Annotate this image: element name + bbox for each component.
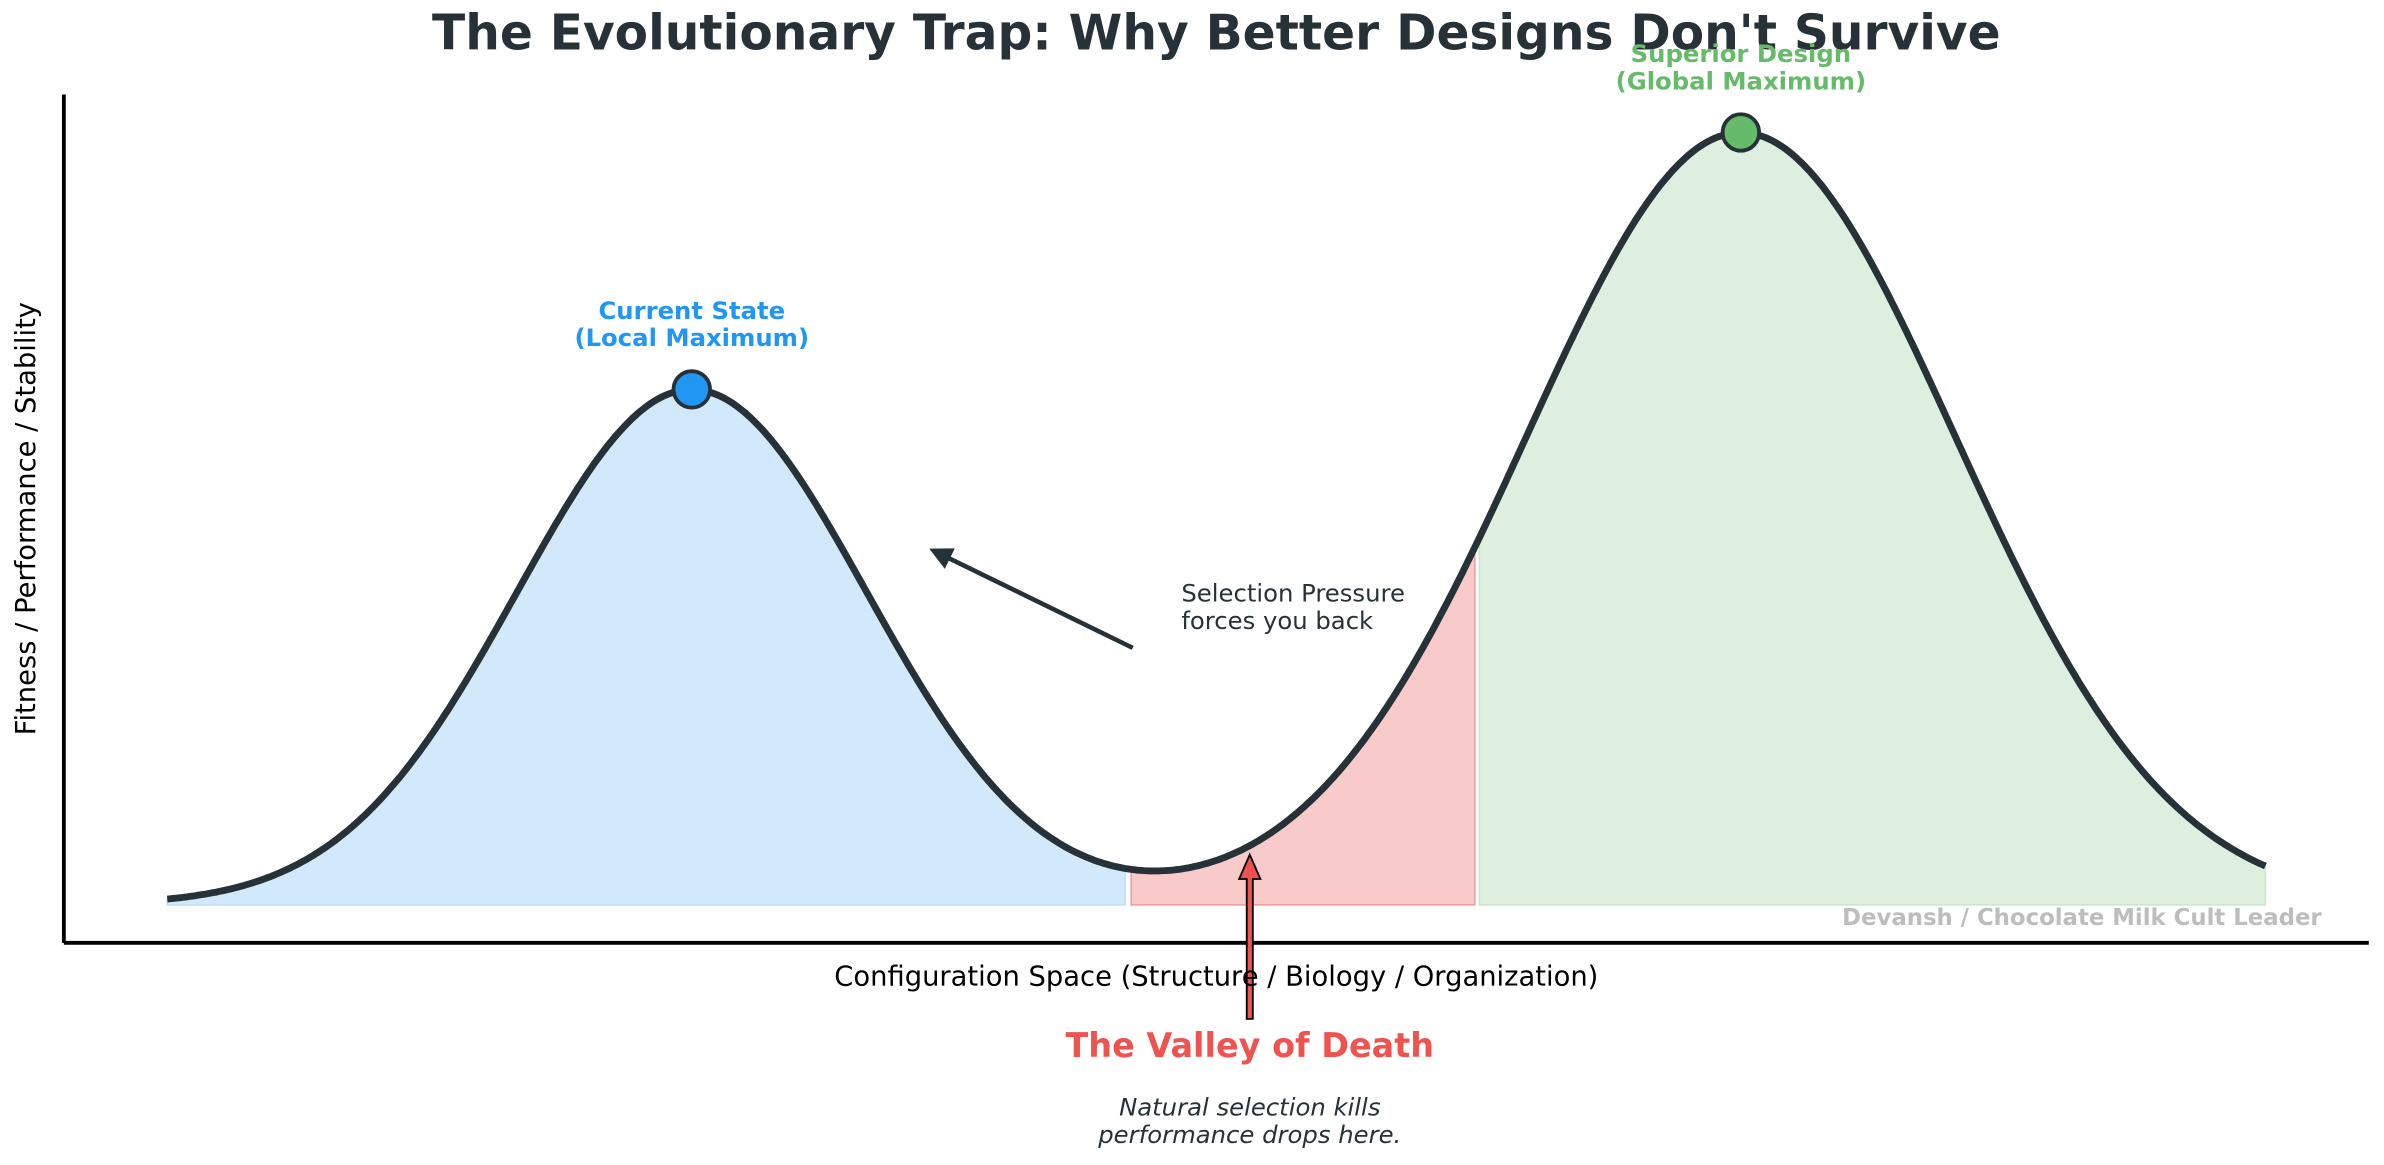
local-peak-label: Current State xyxy=(598,296,785,325)
global-peak-label: (Global Maximum) xyxy=(1616,66,1866,95)
local-max-dot xyxy=(671,369,712,410)
valley-title: The Valley of Death xyxy=(1066,1026,1435,1065)
x-label: Configuration Space (Structure / Biology… xyxy=(834,961,1598,992)
pressure-note: Selection Pressure xyxy=(1181,579,1405,608)
valley-note: Natural selection kills xyxy=(1119,1093,1381,1122)
local-peak-label: (Local Maximum) xyxy=(574,323,809,352)
credit: Devansh / Chocolate Milk Cult Leader xyxy=(1842,905,2322,931)
global-max-dot xyxy=(1720,112,1762,153)
local-region xyxy=(166,388,1126,906)
title: The Evolutionary Trap: Why Better Design… xyxy=(432,6,2001,62)
global-peak-label: Superior Design xyxy=(1631,39,1851,68)
valley-note: performance drops here. xyxy=(1097,1120,1401,1149)
global-region xyxy=(1478,131,2267,906)
valley-arrow xyxy=(1237,852,1262,1020)
y-label: Fitness / Performance / Stability xyxy=(11,302,42,735)
fitness-curve xyxy=(166,129,2267,903)
pressure-note: forces you back xyxy=(1181,606,1374,635)
pressure-arrow xyxy=(929,548,1134,650)
